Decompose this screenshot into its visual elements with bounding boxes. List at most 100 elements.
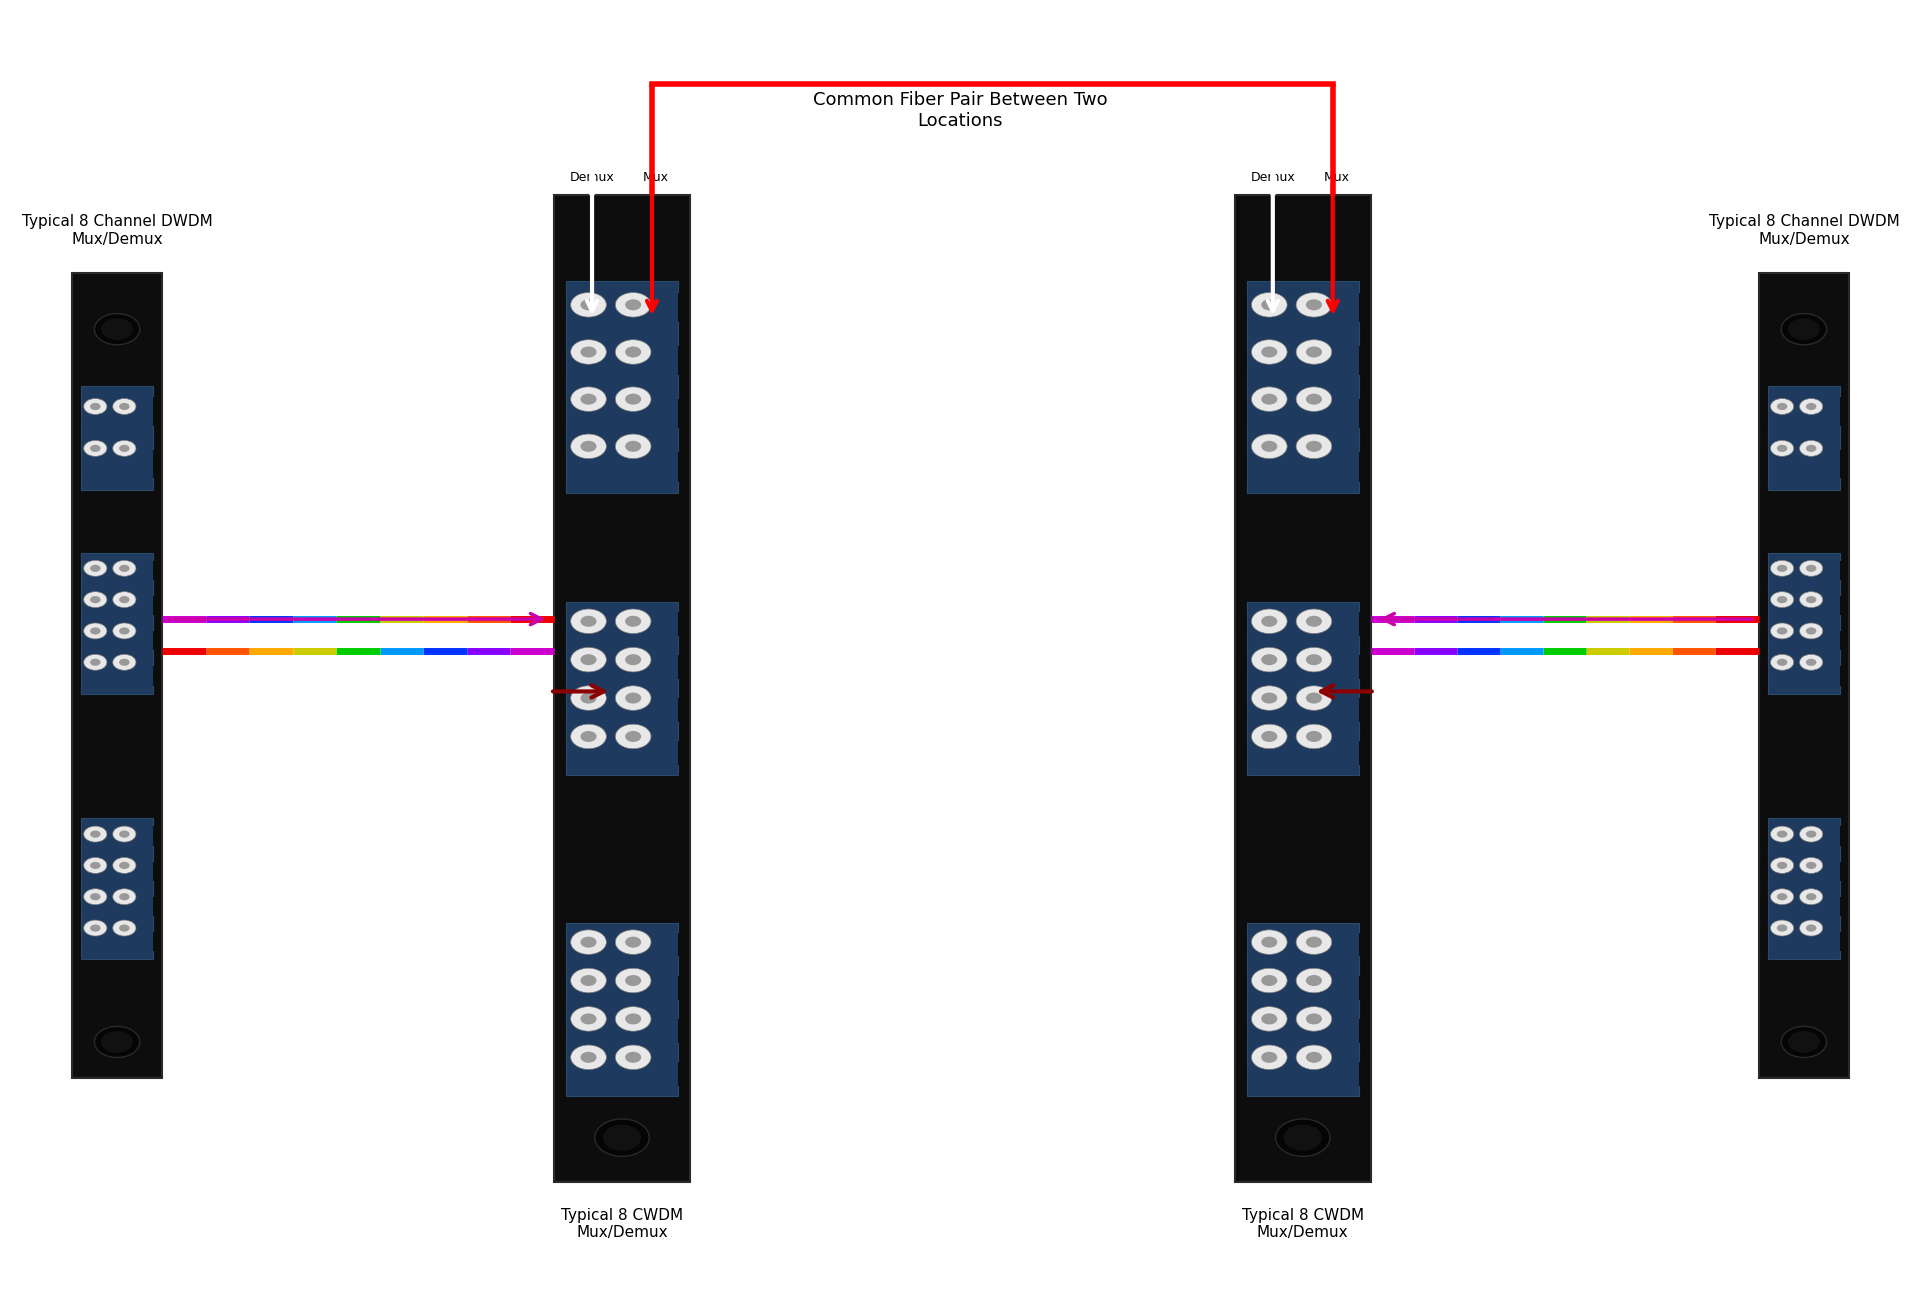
Bar xyxy=(73,666,81,686)
Bar xyxy=(678,742,690,765)
Text: 1310: 1310 xyxy=(1379,455,1389,478)
Circle shape xyxy=(1777,627,1787,634)
Bar xyxy=(555,698,567,722)
Circle shape xyxy=(113,440,136,456)
Circle shape xyxy=(1262,692,1277,704)
Circle shape xyxy=(580,440,597,452)
Circle shape xyxy=(85,655,108,670)
Circle shape xyxy=(1297,647,1331,672)
Circle shape xyxy=(1777,830,1787,838)
Text: C57: C57 xyxy=(1218,951,1226,969)
Circle shape xyxy=(1306,655,1322,665)
Circle shape xyxy=(1251,434,1287,459)
Bar xyxy=(1235,452,1247,482)
Circle shape xyxy=(1777,403,1787,410)
Bar xyxy=(678,1018,690,1043)
Circle shape xyxy=(1788,318,1819,340)
Bar xyxy=(1840,449,1848,478)
Circle shape xyxy=(1806,627,1817,634)
Circle shape xyxy=(1297,387,1331,412)
Circle shape xyxy=(90,444,100,452)
Circle shape xyxy=(580,692,597,704)
Circle shape xyxy=(1297,724,1331,748)
Bar xyxy=(1760,933,1767,951)
Circle shape xyxy=(94,313,140,344)
Circle shape xyxy=(571,340,607,364)
Bar xyxy=(567,924,678,1096)
Text: T MON R: T MON R xyxy=(1744,442,1754,474)
Circle shape xyxy=(1306,1052,1322,1063)
Circle shape xyxy=(1306,616,1322,627)
Text: T COM R: T COM R xyxy=(1744,394,1754,426)
Circle shape xyxy=(624,299,642,310)
Circle shape xyxy=(1771,889,1794,904)
Circle shape xyxy=(102,318,133,340)
Bar xyxy=(73,397,81,426)
Bar xyxy=(1235,1018,1247,1043)
Bar xyxy=(678,976,690,1000)
Bar xyxy=(73,596,81,616)
Circle shape xyxy=(1800,560,1823,577)
Bar xyxy=(1840,561,1848,579)
Bar xyxy=(1840,826,1848,846)
Circle shape xyxy=(1806,925,1817,931)
Bar xyxy=(1767,818,1840,960)
Text: MON: MON xyxy=(699,381,709,404)
Circle shape xyxy=(571,930,607,955)
Circle shape xyxy=(85,591,108,608)
Bar xyxy=(1235,742,1247,765)
Text: Typical 8 Channel DWDM
Mux/Demux: Typical 8 Channel DWDM Mux/Demux xyxy=(1708,214,1900,247)
Circle shape xyxy=(624,692,642,704)
Circle shape xyxy=(571,686,607,711)
Circle shape xyxy=(119,861,129,869)
Circle shape xyxy=(1806,596,1817,603)
Circle shape xyxy=(1306,1013,1322,1025)
Circle shape xyxy=(1771,560,1794,577)
Circle shape xyxy=(1800,920,1823,937)
Bar xyxy=(1358,452,1370,482)
Circle shape xyxy=(85,560,108,577)
Circle shape xyxy=(1806,894,1817,900)
Bar xyxy=(555,294,567,322)
Circle shape xyxy=(571,724,607,748)
Circle shape xyxy=(90,627,100,634)
Circle shape xyxy=(1283,1125,1322,1151)
Bar xyxy=(1840,861,1848,881)
Bar xyxy=(555,347,567,375)
Circle shape xyxy=(580,976,597,986)
Circle shape xyxy=(1806,403,1817,410)
Text: T CH55R: T CH55R xyxy=(1744,937,1754,970)
Bar xyxy=(154,561,161,579)
Circle shape xyxy=(615,968,651,992)
Bar xyxy=(555,655,567,679)
Circle shape xyxy=(90,596,100,603)
Bar xyxy=(1840,666,1848,686)
Circle shape xyxy=(615,1007,651,1031)
Bar xyxy=(555,1063,567,1086)
Bar xyxy=(73,561,81,579)
Bar xyxy=(1840,631,1848,651)
Text: C53: C53 xyxy=(536,753,546,772)
Bar xyxy=(1235,933,1247,956)
Bar xyxy=(71,273,163,1078)
Bar xyxy=(1358,1063,1370,1086)
Circle shape xyxy=(1297,1044,1331,1069)
Text: C49: C49 xyxy=(536,655,546,673)
Bar xyxy=(154,596,161,616)
Text: C55: C55 xyxy=(536,907,546,925)
Text: R CH57 T: R CH57 T xyxy=(1744,581,1754,617)
Bar xyxy=(678,294,690,322)
Text: C47: C47 xyxy=(1379,605,1389,624)
Text: C47: C47 xyxy=(699,605,707,624)
Circle shape xyxy=(615,387,651,412)
Circle shape xyxy=(119,830,129,838)
Circle shape xyxy=(615,686,651,711)
Text: C49: C49 xyxy=(1379,655,1389,673)
Circle shape xyxy=(1800,399,1823,414)
Circle shape xyxy=(1306,394,1322,405)
Circle shape xyxy=(1251,609,1287,634)
Bar xyxy=(73,896,81,916)
Bar xyxy=(555,933,567,956)
Bar xyxy=(678,399,690,429)
Bar xyxy=(678,698,690,722)
